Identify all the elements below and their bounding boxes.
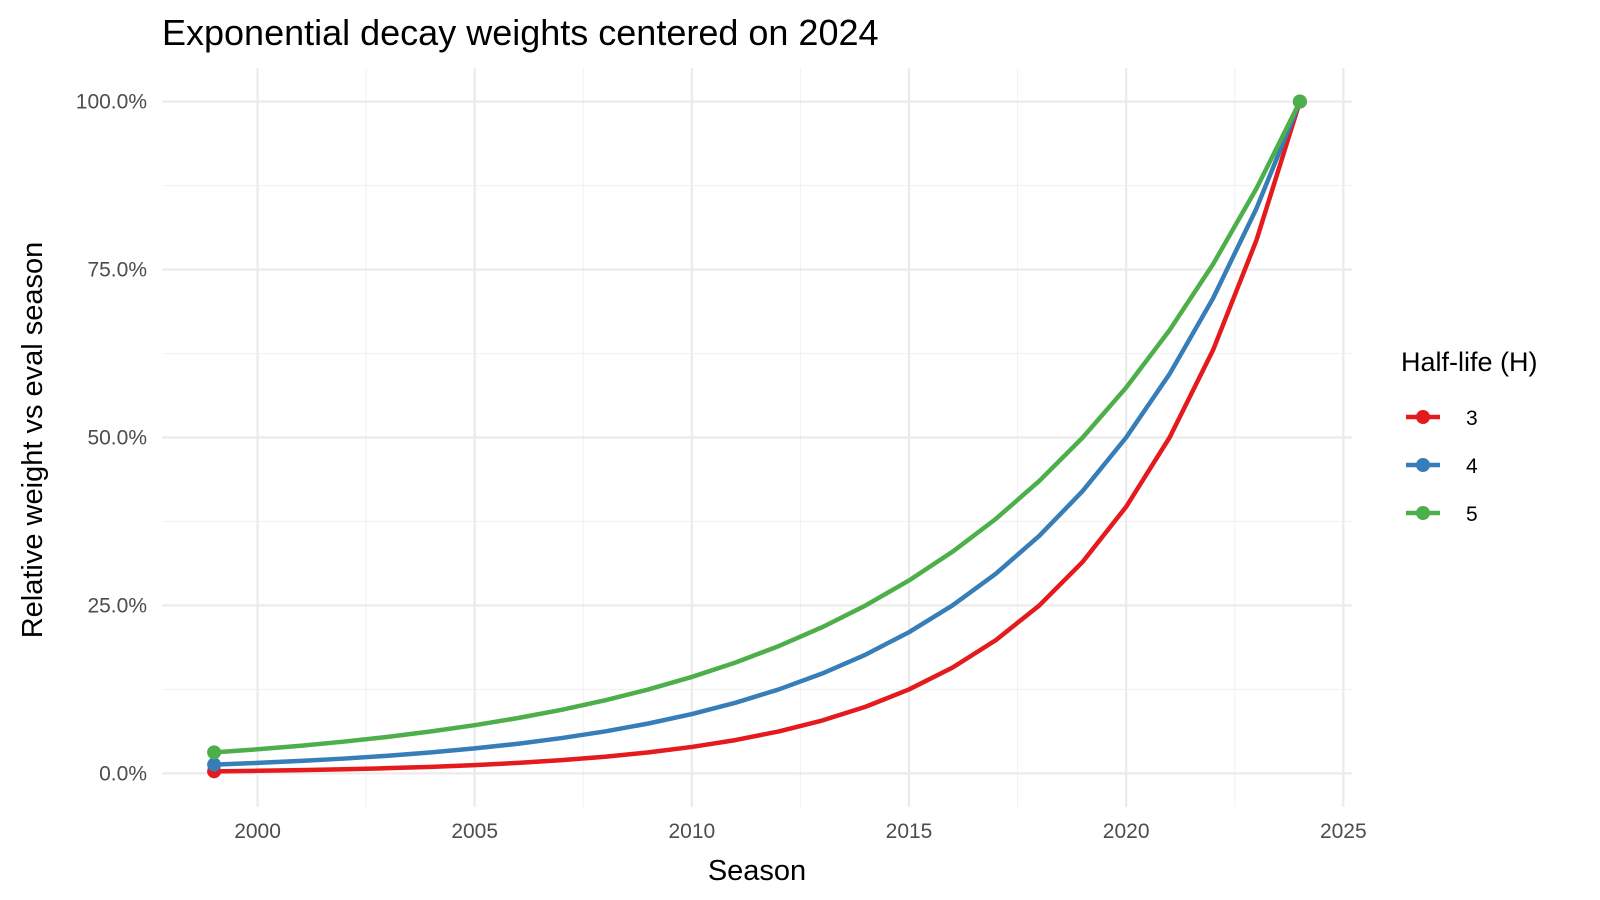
y-axis-title: Relative weight vs eval season <box>17 242 49 639</box>
x-axis-title: Season <box>708 855 806 887</box>
legend-label: 5 <box>1466 503 1478 526</box>
legend-items: 3 4 5 <box>1406 407 1478 526</box>
series-lines <box>207 94 1307 779</box>
y-tick-label: 75.0% <box>87 259 147 282</box>
x-tick-label: 2000 <box>234 820 281 843</box>
legend-key-marker <box>1416 410 1430 424</box>
series-5 <box>207 94 1307 760</box>
y-tick-label: 0.0% <box>99 762 147 785</box>
x-tick-label: 2015 <box>886 820 933 843</box>
x-tick-label: 2020 <box>1103 820 1150 843</box>
series-line-4 <box>214 100 1302 767</box>
x-tick-label: 2025 <box>1320 820 1367 843</box>
legend: Half-life (H) 3 4 5 <box>1401 347 1538 526</box>
legend-item-4: 4 <box>1406 455 1478 478</box>
y-tick-label: 25.0% <box>87 594 147 617</box>
x-tick-label: 2010 <box>668 820 715 843</box>
legend-item-3: 3 <box>1406 407 1478 430</box>
legend-item-5: 5 <box>1406 503 1478 526</box>
x-tick-label: 2005 <box>451 820 498 843</box>
y-tick-label: 50.0% <box>87 427 147 450</box>
endpoint-marker <box>207 745 222 760</box>
legend-key-marker <box>1416 506 1430 520</box>
endpoint-marker <box>1292 94 1307 109</box>
series-line-3 <box>214 100 1303 774</box>
legend-label: 3 <box>1466 407 1478 430</box>
y-axis-ticks: 0.0% 25.0% 50.0% 75.0% 100.0% <box>76 91 147 786</box>
endpoint-marker <box>207 757 222 772</box>
chart-title: Exponential decay weights centered on 20… <box>162 12 879 53</box>
legend-title: Half-life (H) <box>1401 347 1538 377</box>
series-4 <box>207 94 1307 772</box>
y-tick-label: 100.0% <box>76 91 147 114</box>
legend-label: 4 <box>1466 455 1478 478</box>
legend-key-marker <box>1416 458 1430 472</box>
x-axis-ticks: 2000 2005 2010 2015 2020 2025 <box>234 820 1366 843</box>
series-line-5 <box>213 100 1302 755</box>
